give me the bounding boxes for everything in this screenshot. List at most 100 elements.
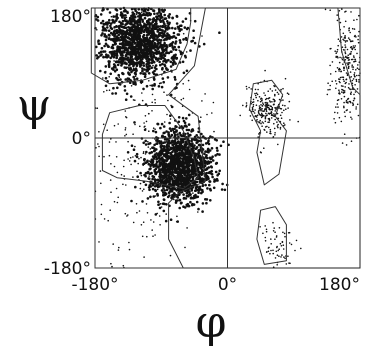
data-point [341, 46, 344, 48]
data-point [153, 155, 157, 158]
data-point [201, 100, 203, 102]
data-point [181, 116, 185, 120]
data-point [343, 133, 346, 135]
data-point [281, 111, 283, 114]
data-point [201, 143, 205, 147]
data-point [351, 27, 354, 30]
data-point [152, 146, 155, 148]
data-point [255, 92, 258, 94]
data-point [279, 126, 282, 129]
data-point [267, 104, 270, 107]
data-point [171, 140, 174, 144]
data-point [115, 13, 119, 16]
data-point [219, 144, 223, 148]
data-point [172, 31, 176, 35]
data-point [117, 36, 120, 40]
data-point [169, 146, 173, 150]
data-point [194, 196, 197, 199]
data-point [190, 166, 194, 170]
data-point [114, 19, 118, 22]
data-point [276, 125, 279, 127]
point-cluster-1 [94, 6, 221, 124]
data-point [276, 91, 279, 94]
data-point [141, 69, 144, 73]
data-point [179, 133, 182, 137]
data-point [171, 156, 175, 160]
data-point [353, 56, 355, 59]
data-point [344, 44, 346, 46]
data-point [134, 75, 137, 78]
data-point [98, 145, 100, 148]
data-point [334, 80, 337, 82]
data-point [177, 116, 181, 119]
data-point [357, 64, 359, 66]
data-point [142, 36, 145, 40]
contour-5 [94, 7, 206, 269]
data-point [155, 160, 159, 164]
data-point [284, 235, 286, 238]
data-point [184, 142, 188, 145]
data-point [336, 67, 339, 69]
data-point [133, 78, 136, 81]
data-point [140, 43, 142, 46]
data-point [162, 209, 166, 213]
data-point [124, 14, 127, 17]
data-point [353, 73, 356, 76]
data-point [126, 151, 130, 154]
data-point [98, 42, 101, 45]
data-point [161, 19, 165, 22]
data-point [343, 95, 346, 98]
data-point [344, 37, 347, 39]
data-point [259, 151, 262, 153]
data-point [202, 157, 206, 160]
data-point [171, 46, 174, 49]
data-point [100, 53, 103, 56]
data-point [162, 25, 166, 28]
data-point [132, 99, 135, 101]
data-point [128, 160, 131, 162]
data-point [132, 51, 135, 54]
data-point [138, 31, 141, 35]
data-point [98, 131, 100, 133]
data-point [166, 141, 170, 145]
data-point [159, 169, 163, 172]
data-point [256, 93, 259, 96]
data-point [187, 149, 190, 153]
data-point [357, 35, 360, 37]
data-point [116, 45, 119, 48]
data-point [134, 47, 137, 51]
data-point [343, 26, 345, 28]
data-point [261, 98, 263, 100]
data-point [192, 36, 195, 40]
data-point [176, 148, 180, 152]
data-point [118, 76, 121, 78]
data-point [179, 201, 183, 205]
data-point [351, 66, 353, 68]
data-point [117, 196, 119, 199]
data-point [165, 170, 168, 173]
data-point [349, 92, 352, 95]
data-point [245, 102, 248, 104]
data-point [146, 69, 150, 72]
data-point [187, 168, 189, 171]
data-point [288, 231, 291, 234]
data-point [342, 49, 345, 51]
data-point [124, 66, 128, 70]
data-point [173, 131, 176, 135]
data-point [123, 159, 125, 162]
data-point [134, 50, 138, 54]
data-point [148, 80, 150, 82]
data-point [165, 44, 168, 47]
data-point [163, 145, 166, 147]
data-point [173, 154, 176, 156]
data-point [155, 148, 158, 151]
data-point [113, 29, 117, 32]
data-point [129, 50, 132, 54]
data-point [175, 141, 177, 144]
data-point [136, 41, 140, 45]
data-point [193, 181, 196, 184]
data-point [104, 42, 108, 46]
data-point [129, 95, 133, 98]
data-point [134, 57, 137, 60]
data-point [119, 58, 123, 61]
